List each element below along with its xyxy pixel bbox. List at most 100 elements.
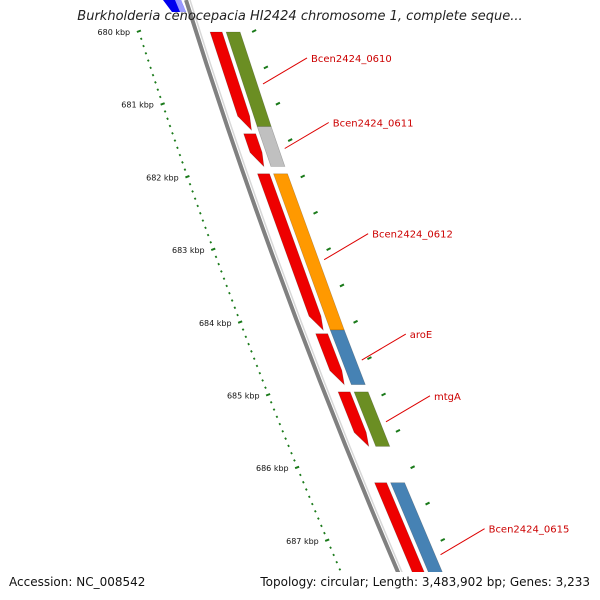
outer-scale-tick [440,538,446,542]
gene-feature-bcen2424_0611 [256,126,286,167]
ruler-minor-tick [151,73,155,77]
gene-label-leader [361,333,407,361]
ruler-major-tick [265,393,271,397]
reverse-strand-feature [374,482,425,572]
ruler-minor-tick [320,524,323,528]
ruler-minor-tick [310,502,314,506]
ruler-minor-tick [299,473,302,477]
ruler-minor-tick [236,313,239,317]
ruler-minor-tick [204,226,207,230]
ruler-minor-tick [230,299,234,302]
reverse-strand-feature [257,173,324,331]
ruler-label: 681 kbp [121,101,154,110]
ruler-minor-tick [222,277,226,281]
outer-scale-tick [381,392,387,397]
ruler-minor-tick [206,233,210,237]
outer-scale-tick [313,210,318,215]
ruler-minor-tick [338,568,342,571]
ruler-minor-tick [272,408,276,411]
ruler-minor-tick [149,66,152,70]
topology-stats-text: Topology: circular; Length: 3,483,902 bp… [260,575,590,589]
page-title: Burkholderia cenocepacia HI2424 chromoso… [77,9,523,24]
ruler-minor-tick [264,386,267,390]
ruler-minor-tick [209,240,213,244]
reverse-strand-feature [243,133,265,168]
top-blue-feature-shade [175,0,186,12]
gene-label-mtga: mtgA [434,392,461,403]
ruler-minor-tick [183,168,187,171]
gene-label-bcen2424_0610: Bcen2424_0610 [311,54,392,65]
ruler-label: 687 kbp [286,537,319,546]
ruler-minor-tick [261,379,264,382]
ruler-label: 682 kbp [146,173,179,182]
ruler-minor-tick [244,335,248,339]
reverse-strand-feature [337,391,370,448]
ruler-minor-tick [191,190,194,193]
gene-feature-bcen2424_0615 [390,482,443,572]
forward-strand-layer [225,31,443,572]
ruler-minor-tick [171,131,174,135]
ruler-minor-tick [250,350,253,353]
ruler-minor-tick [252,357,256,360]
gene-feature-aroe [329,329,366,385]
ruler-minor-tick [168,124,172,128]
ruler-minor-tick [323,531,326,535]
ruler-label: 684 kbp [199,319,232,328]
outer-scale-tick [366,356,372,361]
gene-label-layer: Bcen2424_0610 Bcen2424_0611 Bcen2424_0612a… [262,54,570,556]
gene-label-leader [323,233,369,261]
ruler-minor-tick [198,211,202,215]
gene-label-aroe: aroE [410,330,432,341]
ruler-minor-tick [247,342,250,346]
ruler-major-tick [210,247,216,252]
ruler-major-tick [237,320,243,324]
backbone-highlight [189,0,403,572]
ruler-minor-tick [314,509,317,513]
chromosome-backbone [184,0,401,572]
ruler-minor-tick [352,598,354,599]
ruler-minor-tick [178,153,182,157]
gene-label-leader [284,122,329,149]
ruler-minor-tick [214,255,218,259]
ruler-minor-tick [284,437,287,440]
ruler-label: 680 kbp [98,28,131,37]
ruler-minor-tick [307,495,311,499]
ruler-minor-tick [329,546,332,550]
ruler-minor-tick [158,95,162,99]
ruler-minor-tick [258,371,262,375]
ruler-minor-tick [146,59,150,62]
ruler-minor-tick [188,182,192,186]
ruler-minor-tick [166,117,169,121]
ruler-minor-tick [281,430,285,433]
gene-label-leader [262,57,308,85]
ruler-minor-tick [217,262,220,266]
gene-label-bcen2424_0615: Bcen2424_0615 [489,525,570,536]
ruler-minor-tick [278,422,282,426]
outer-scale-tick [326,247,332,251]
outer-scale-tick [263,65,269,70]
ruler-layer: 680 kbp 681 kbp 682 kbp 683 kbp 684 kbp 685 k… [98,28,446,599]
ruler-major-tick [294,465,300,470]
ruler-minor-tick [173,139,177,142]
ruler-minor-tick [144,51,148,55]
ruler-minor-tick [139,37,143,41]
ruler-minor-tick [317,517,320,520]
reverse-strand-layer [209,31,425,572]
ruler-minor-tick [348,591,350,592]
outer-scale-tick [395,428,401,433]
ruler-minor-tick [193,197,197,201]
ruler-major-tick [185,174,190,179]
gene-label-bcen2424_0612: Bcen2424_0612 [372,230,453,241]
gene-label-leader [440,528,485,556]
ruler-label: 686 kbp [256,464,289,473]
ruler-minor-tick [196,204,200,208]
ruler-minor-tick [154,81,157,84]
accession-text: Accession: NC_008542 [9,575,146,589]
ruler-minor-tick [304,488,308,491]
ruler-minor-tick [241,328,245,331]
ruler-minor-tick [332,553,335,557]
gene-label-leader [385,395,431,423]
ruler-minor-tick [335,560,339,564]
outer-scale-tick [339,283,345,288]
